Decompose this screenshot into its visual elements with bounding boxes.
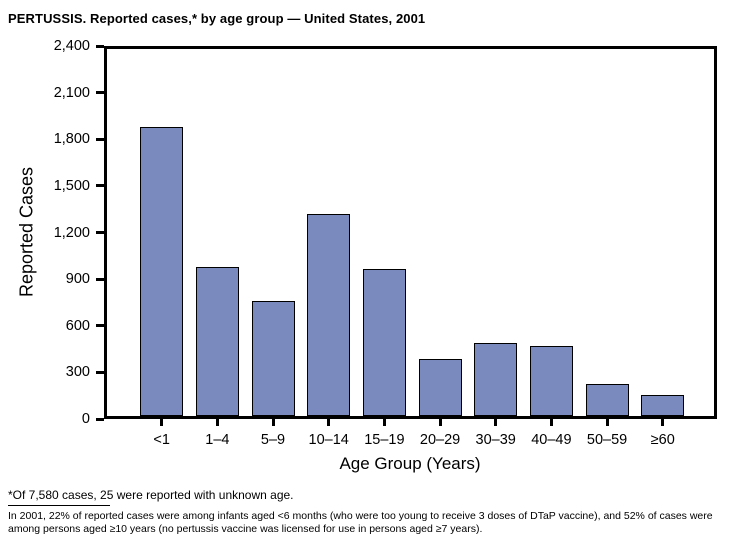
y-tick-label: 1,500 [53,177,90,194]
x-tick-label: 20–29 [419,432,461,448]
bar-15–19 [362,269,406,416]
x-tick-mark [271,419,275,426]
y-tick-label: 600 [65,317,90,334]
x-tick-mark [605,419,609,426]
y-tick-mark [96,277,104,281]
y-tick-label: 2,100 [53,84,90,101]
y-tick-mark [96,231,104,234]
bar-≥60 [641,395,685,416]
plot-area [104,46,717,419]
bar-1–4 [195,267,239,416]
x-tick-label: 40–49 [531,432,572,448]
x-tick-mark [327,419,331,426]
y-tick-mark [96,184,104,188]
y-tick-mark [96,417,104,421]
y-tick-label: 1,800 [53,131,90,148]
y-tick-mark [96,370,104,374]
y-tick-mark [96,91,104,95]
x-tick-mark [494,419,498,426]
y-tick-label: 2,400 [53,38,90,54]
x-tick-label: ≥60 [650,432,675,448]
y-tick-label: 0 [81,411,90,427]
bar-30–39 [474,343,518,416]
bar-40–49 [529,346,573,416]
y-tick-label: 1,200 [53,224,90,241]
x-tick-mark [438,419,442,426]
bar-<1 [140,127,184,416]
bar-50–59 [585,384,629,416]
footnote-unknown-age: *Of 7,580 cases, 25 were reported with u… [8,488,294,502]
footnote-divider [8,505,110,506]
x-tick-label: 50–59 [586,432,628,448]
x-tick-mark [661,419,665,426]
bar-5–9 [251,301,295,416]
x-tick-label: <1 [153,432,170,448]
x-axis-title: Age Group (Years) [339,454,481,473]
x-tick-label: 30–39 [475,432,516,448]
chart-title: PERTUSSIS. Reported cases,* by age group… [8,11,426,26]
x-tick-mark [549,419,553,426]
x-tick-mark [160,419,164,426]
bar-20–29 [418,359,462,416]
y-tick-label: 300 [65,364,90,381]
y-tick-label: 900 [65,271,90,288]
y-tick-mark [96,44,104,48]
x-tick-label: 5–9 [260,432,286,448]
x-tick-label: 15–19 [364,432,405,448]
x-tick-label: 1–4 [205,432,230,448]
bar-10–14 [307,214,351,416]
x-tick-label: 10–14 [308,432,349,448]
y-tick-mark [96,324,104,328]
x-tick-mark [215,419,219,426]
x-tick-mark [382,419,386,426]
y-tick-mark [96,137,104,141]
footnote-vaccine-note: In 2001, 22% of reported cases were amon… [8,510,713,535]
